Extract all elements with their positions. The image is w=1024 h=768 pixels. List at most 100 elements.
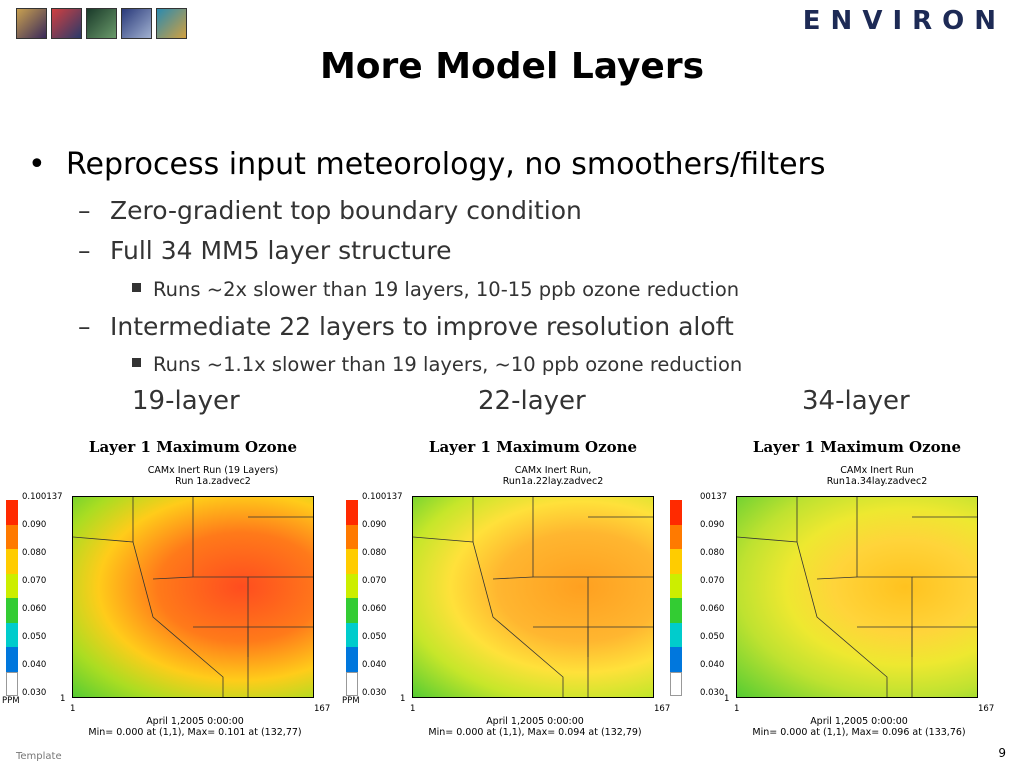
color-scale-label: 0.040 xyxy=(362,660,387,670)
state-boundaries xyxy=(73,497,313,697)
color-scale-bar xyxy=(670,500,682,696)
panel-run-line: Run1a.34lay.zadvec2 xyxy=(826,476,928,487)
ozone-map xyxy=(736,496,978,698)
color-scale-segment xyxy=(346,500,358,525)
color-scale-label: 0.070 xyxy=(22,576,47,586)
thumbnail-image xyxy=(156,8,187,39)
map-panel: Layer 1 Maximum Ozone CAMx Inert Run, Run1… xyxy=(340,438,670,746)
color-scale-label: 0.090 xyxy=(362,520,387,530)
sub-bullet-text: Zero-gradient top boundary condition xyxy=(110,196,582,225)
color-scale-segment xyxy=(6,500,18,525)
panel-run-line: CAMx Inert Run (19 Layers) xyxy=(147,465,279,476)
color-scale-label: 0.050 xyxy=(362,632,387,642)
color-scale-label: 00137 xyxy=(700,492,728,502)
unit-label: PPM xyxy=(2,696,20,706)
color-scale-label: 0.070 xyxy=(362,576,387,586)
panel-run-label: CAMx Inert Run (19 Layers) Run 1a.zadvec2 xyxy=(88,465,338,487)
sub-bullet: – Intermediate 22 layers to improve resol… xyxy=(78,312,734,341)
axis-label-xmin: 1 xyxy=(734,704,740,714)
sub-bullet: – Full 34 MM5 layer structure xyxy=(78,236,452,265)
color-scale-segment xyxy=(670,622,682,647)
color-scale-label: 0.080 xyxy=(22,548,47,558)
panel-footer: April 1,2005 0:00:00 Min= 0.000 at (1,1),… xyxy=(400,716,670,738)
color-scale-label: 0.030 xyxy=(362,688,387,698)
color-scale-label: 0.060 xyxy=(362,604,387,614)
color-scale-segment xyxy=(6,622,18,647)
sub-sub-bullet-text: Runs ~2x slower than 19 layers, 10-15 pp… xyxy=(153,278,740,301)
color-scale-label: 0.060 xyxy=(700,604,725,614)
sub-sub-bullet-text: Runs ~1.1x slower than 19 layers, ~10 pp… xyxy=(153,353,743,376)
color-scale-segment xyxy=(6,524,18,549)
color-scale-segment xyxy=(670,671,682,696)
color-scale-bar xyxy=(6,500,18,696)
square-marker xyxy=(132,358,141,367)
panel-title: Layer 1 Maximum Ozone xyxy=(752,438,962,456)
ozone-map xyxy=(72,496,314,698)
color-scale-segment xyxy=(6,598,18,623)
color-scale-segment xyxy=(346,598,358,623)
panel-run-line: CAMx Inert Run, xyxy=(514,465,592,476)
color-scale-segment xyxy=(670,500,682,525)
axis-label-ymin: 1 xyxy=(724,694,730,704)
panel-footer: April 1,2005 0:00:00 Min= 0.000 at (1,1),… xyxy=(60,716,330,738)
sub-bullet-text: Full 34 MM5 layer structure xyxy=(110,236,452,265)
panel-stats: Min= 0.000 at (1,1), Max= 0.096 at (133,… xyxy=(752,727,966,738)
color-scale-bar xyxy=(346,500,358,696)
footer-template: Template xyxy=(16,751,62,762)
color-scale-segment xyxy=(346,549,358,574)
axis-label-ymin: 1 xyxy=(400,694,406,704)
color-scale-label: 0.080 xyxy=(362,548,387,558)
axis-label-xmax: 167 xyxy=(314,704,331,714)
axis-label-xmin: 1 xyxy=(70,704,76,714)
panel-run-label: CAMx Inert Run, Run1a.22lay.zadvec2 xyxy=(428,465,678,487)
sub-sub-bullet: Runs ~1.1x slower than 19 layers, ~10 pp… xyxy=(132,353,742,376)
ozone-map xyxy=(412,496,654,698)
color-scale-segment xyxy=(670,573,682,598)
color-scale-label: 0.080 xyxy=(700,548,725,558)
axis-label-xmax: 167 xyxy=(654,704,671,714)
slide-title: More Model Layers xyxy=(319,46,705,87)
color-scale-segment xyxy=(346,573,358,598)
color-scale-segment xyxy=(670,598,682,623)
thumbnail-image xyxy=(16,8,47,39)
color-scale-label: 0.100137 xyxy=(22,492,63,502)
bullet-main-text: Reprocess input meteorology, no smoother… xyxy=(66,147,826,182)
panel-run-label: CAMx Inert Run Run1a.34lay.zadvec2 xyxy=(752,465,1002,487)
panel-run-line: CAMx Inert Run xyxy=(840,465,914,476)
color-scale-label: 0.040 xyxy=(22,660,47,670)
panel-title: Layer 1 Maximum Ozone xyxy=(428,438,638,456)
dash-marker: – xyxy=(78,236,91,265)
color-scale-label: 0.060 xyxy=(22,604,47,614)
page-number: 9 xyxy=(998,746,1006,760)
thumbnail-image xyxy=(86,8,117,39)
color-scale-segment xyxy=(346,622,358,647)
state-boundaries xyxy=(413,497,653,697)
axis-label-xmin: 1 xyxy=(410,704,416,714)
panel-footer: April 1,2005 0:00:00 Min= 0.000 at (1,1),… xyxy=(724,716,994,738)
color-scale-segment xyxy=(670,549,682,574)
panel-date: April 1,2005 0:00:00 xyxy=(146,716,244,727)
color-scale-segment xyxy=(346,671,358,696)
panel-run-line: Run 1a.zadvec2 xyxy=(175,476,251,487)
panel-title: Layer 1 Maximum Ozone xyxy=(88,438,298,456)
dash-marker: – xyxy=(78,196,91,225)
column-label-19: 19-layer xyxy=(132,386,240,416)
color-scale-label: 0.050 xyxy=(700,632,725,642)
unit-label: PPM xyxy=(342,696,360,706)
color-scale-label: 0.070 xyxy=(700,576,725,586)
state-boundaries xyxy=(737,497,977,697)
color-scale-segment xyxy=(670,524,682,549)
column-label-22: 22-layer xyxy=(478,386,586,416)
color-scale-segment xyxy=(670,647,682,672)
color-scale-segment xyxy=(6,573,18,598)
sub-bullet-text: Intermediate 22 layers to improve resolu… xyxy=(110,312,734,341)
square-marker xyxy=(132,283,141,292)
thumbnail-image xyxy=(51,8,82,39)
dash-marker: – xyxy=(78,312,91,341)
panel-stats: Min= 0.000 at (1,1), Max= 0.101 at (132,… xyxy=(88,727,302,738)
thumbnail-image xyxy=(121,8,152,39)
color-scale-label: 0.030 xyxy=(22,688,47,698)
sub-bullet: – Zero-gradient top boundary condition xyxy=(78,196,582,225)
color-scale-segment xyxy=(6,671,18,696)
color-scale-label: 0.050 xyxy=(22,632,47,642)
